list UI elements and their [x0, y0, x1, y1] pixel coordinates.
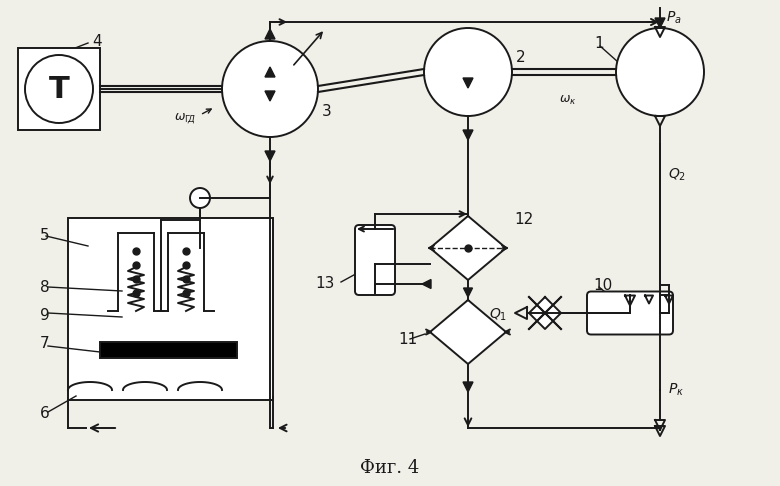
Text: 8: 8: [40, 280, 50, 295]
Circle shape: [616, 28, 704, 116]
Circle shape: [424, 28, 512, 116]
Polygon shape: [430, 300, 506, 364]
Polygon shape: [265, 151, 275, 161]
FancyBboxPatch shape: [355, 225, 395, 295]
Text: $Q_1$: $Q_1$: [489, 307, 507, 323]
Text: 12: 12: [514, 212, 534, 227]
Text: 13: 13: [316, 277, 335, 292]
Text: 11: 11: [398, 332, 417, 347]
Polygon shape: [529, 297, 561, 329]
Bar: [68, 218, 273, 400]
Text: Фиг. 4: Фиг. 4: [360, 459, 420, 477]
Text: $\omega_{\kappa}$: $\omega_{\kappa}$: [559, 93, 576, 106]
Text: 5: 5: [40, 228, 50, 243]
Text: 7: 7: [40, 336, 50, 351]
Text: Т: Т: [48, 74, 69, 104]
Polygon shape: [463, 288, 473, 297]
Text: 3: 3: [322, 104, 332, 119]
Text: 9: 9: [40, 308, 50, 323]
Text: $Q_2$: $Q_2$: [668, 167, 686, 183]
Text: $P_a$: $P_a$: [666, 10, 682, 26]
Polygon shape: [422, 279, 431, 289]
Text: 10: 10: [593, 278, 612, 293]
Text: 6: 6: [40, 406, 50, 421]
Polygon shape: [430, 216, 506, 280]
Bar: [18, 48, 100, 130]
Text: 4: 4: [92, 35, 101, 50]
Circle shape: [222, 41, 318, 137]
Text: 1: 1: [594, 36, 604, 52]
FancyBboxPatch shape: [587, 292, 673, 334]
Circle shape: [190, 188, 210, 208]
Polygon shape: [463, 78, 473, 88]
Polygon shape: [463, 130, 473, 140]
Polygon shape: [463, 382, 473, 392]
Text: $\omega_{\Gamma\!Д}$: $\omega_{\Gamma\!Д}$: [174, 111, 197, 125]
Text: $P_{\kappa}$: $P_{\kappa}$: [668, 382, 684, 398]
Polygon shape: [655, 18, 665, 28]
Bar: [100, 342, 237, 358]
Text: 2: 2: [516, 50, 526, 65]
Polygon shape: [265, 29, 275, 39]
Circle shape: [25, 55, 93, 123]
Polygon shape: [265, 67, 275, 77]
Polygon shape: [265, 91, 275, 101]
